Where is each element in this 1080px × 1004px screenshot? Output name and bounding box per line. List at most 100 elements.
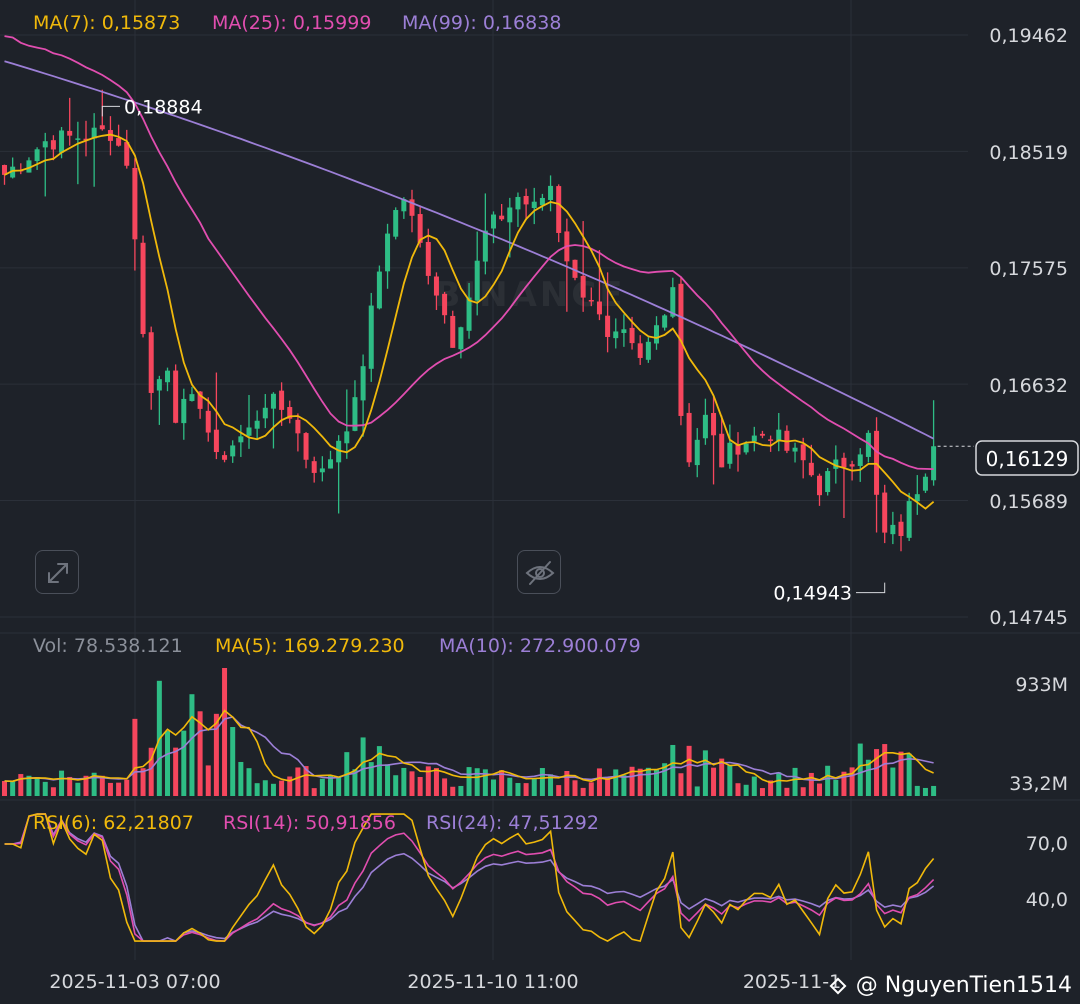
volume-bar bbox=[442, 778, 448, 796]
volume-bar bbox=[279, 780, 285, 796]
user-watermark-text: @ NguyenTien1514 bbox=[855, 973, 1072, 998]
candle-body bbox=[34, 149, 40, 162]
candle-body bbox=[173, 370, 179, 423]
candle-body bbox=[629, 327, 635, 344]
volume-bar bbox=[800, 787, 806, 796]
candle-body bbox=[385, 233, 391, 272]
rsi-axis: 70,0 40,0 bbox=[1026, 833, 1068, 911]
price-tick: 0,15689 bbox=[989, 491, 1068, 513]
price-tick: 0,16632 bbox=[989, 375, 1068, 397]
volume-bar bbox=[776, 772, 782, 796]
candle-body bbox=[898, 521, 904, 537]
candle-body bbox=[181, 398, 187, 424]
volume-bar bbox=[197, 711, 203, 796]
candle-body bbox=[841, 457, 847, 468]
candle-body bbox=[694, 439, 700, 466]
vol-ma5-label: MA(5): 169.279.230 bbox=[215, 635, 405, 657]
volume-bar bbox=[433, 768, 439, 796]
candle-body bbox=[857, 454, 863, 466]
candle-body bbox=[2, 165, 7, 175]
volume-bar bbox=[181, 730, 187, 796]
volume-bar bbox=[694, 786, 700, 796]
ma7-line bbox=[4, 133, 935, 510]
candle-body bbox=[662, 315, 668, 328]
volume-bar bbox=[808, 772, 814, 796]
volume-bar bbox=[727, 765, 733, 796]
volume-bar bbox=[165, 730, 170, 796]
candle-body bbox=[654, 325, 659, 344]
candle-body bbox=[295, 419, 301, 434]
volume-bar bbox=[230, 727, 236, 796]
rsi6-line bbox=[4, 813, 935, 943]
volume-bar bbox=[295, 767, 301, 796]
volume-bar bbox=[613, 769, 619, 796]
volume-bar bbox=[336, 776, 342, 796]
candle-body bbox=[425, 241, 431, 276]
volume-bar bbox=[262, 780, 268, 796]
candle-body bbox=[686, 412, 692, 463]
candle-body bbox=[352, 397, 358, 431]
volume-bar bbox=[173, 747, 179, 796]
candle-body bbox=[287, 407, 293, 419]
volume-bar bbox=[303, 766, 309, 796]
price-axis: 0,19462 0,18519 0,17575 0,16632 0,15689 … bbox=[989, 25, 1068, 629]
candle-body bbox=[735, 444, 741, 455]
volume-bar bbox=[882, 744, 888, 796]
candle-body bbox=[311, 461, 317, 473]
candle-body bbox=[458, 327, 464, 350]
volume-tick: 933M bbox=[1015, 674, 1068, 696]
fullscreen-button[interactable] bbox=[35, 550, 79, 594]
volume-axis: 933M 33,2M bbox=[1009, 674, 1068, 795]
volume-bar bbox=[662, 763, 668, 796]
volume-bar bbox=[865, 759, 871, 796]
volume-bar bbox=[515, 783, 521, 796]
rsi6-label: RSI(6): 62,21807 bbox=[33, 812, 194, 834]
volume-bar bbox=[189, 694, 195, 796]
candle-body bbox=[328, 459, 333, 469]
volume-bar bbox=[670, 744, 676, 796]
high-price-label: 0,18884 bbox=[124, 96, 203, 118]
volume-bar bbox=[222, 668, 228, 796]
candle-body bbox=[825, 471, 831, 493]
candle-body bbox=[336, 440, 342, 463]
volume-bar bbox=[702, 750, 708, 796]
vol-label: Vol: 78.538.121 bbox=[33, 635, 183, 657]
candle-body bbox=[246, 427, 252, 436]
ma99-label: MA(99): 0,16838 bbox=[402, 12, 561, 34]
volume-bar bbox=[564, 770, 570, 796]
candle-body bbox=[531, 201, 537, 209]
candle-body bbox=[10, 166, 16, 178]
hide-indicators-button[interactable] bbox=[517, 550, 561, 594]
volume-bar bbox=[596, 768, 602, 796]
volume-bar bbox=[605, 777, 611, 796]
volume-bar bbox=[686, 745, 692, 796]
volume-bar bbox=[784, 787, 790, 796]
volume-bar bbox=[548, 774, 554, 796]
candle-body bbox=[83, 138, 89, 141]
candles bbox=[2, 89, 937, 552]
volume-bar bbox=[116, 782, 122, 796]
current-price-label: 0,16129 bbox=[986, 447, 1069, 471]
volume-bar bbox=[792, 767, 798, 796]
volume-bar bbox=[890, 767, 896, 796]
volume-bar bbox=[580, 787, 586, 796]
volume-ma10-line bbox=[4, 716, 934, 783]
ma25-line bbox=[4, 35, 934, 470]
price-tick: 0,14745 bbox=[989, 607, 1068, 629]
hide-eye-icon bbox=[525, 561, 555, 585]
candle-body bbox=[67, 130, 73, 136]
candle-body bbox=[393, 210, 399, 237]
volume-bar bbox=[588, 782, 594, 796]
volume-header: Vol: 78.538.121 MA(5): 169.279.230 MA(10… bbox=[33, 635, 641, 657]
candle-body bbox=[140, 242, 146, 335]
volume-bar bbox=[874, 749, 880, 796]
volume-bar bbox=[140, 768, 146, 796]
volume-bar bbox=[906, 753, 912, 796]
volume-bar bbox=[368, 762, 374, 796]
candle-body bbox=[751, 435, 757, 442]
candle-body bbox=[376, 271, 382, 309]
low-marker bbox=[856, 582, 886, 594]
volume-ma-lines bbox=[4, 709, 934, 784]
candle-body bbox=[238, 436, 244, 443]
